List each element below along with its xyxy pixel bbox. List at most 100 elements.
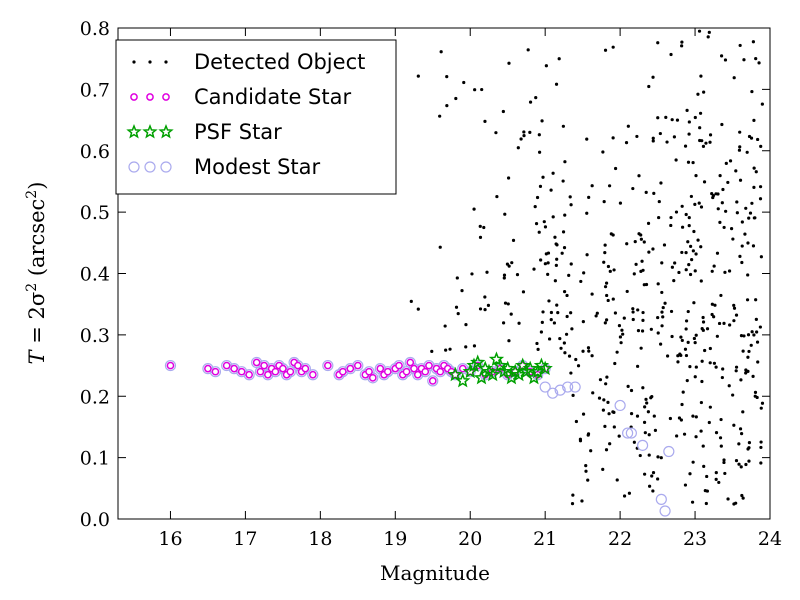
data-point (674, 210, 679, 214)
data-point (687, 132, 691, 136)
data-point (619, 341, 623, 345)
data-point (683, 347, 688, 351)
data-point (714, 477, 718, 481)
data-point (717, 480, 721, 485)
data-point (279, 364, 287, 373)
data-point (728, 323, 732, 327)
data-point (556, 311, 560, 315)
data-point (631, 307, 635, 311)
data-point (702, 180, 707, 184)
data-point (719, 444, 723, 448)
y-tick-label: 0.6 (80, 141, 110, 163)
data-point (546, 261, 550, 265)
x-axis-title: Magnitude (380, 561, 490, 585)
data-point (591, 391, 595, 395)
data-point (687, 224, 691, 228)
data-point (561, 179, 565, 183)
data-point (734, 365, 739, 369)
data-point (478, 307, 483, 311)
data-point (735, 211, 739, 215)
y-axis-title-mid: (arcsec (25, 199, 49, 283)
data-point (707, 30, 711, 34)
data-point (697, 29, 702, 33)
data-point (747, 441, 752, 445)
data-point (656, 331, 660, 335)
data-point (640, 259, 644, 263)
data-point (665, 354, 670, 358)
data-point (565, 293, 569, 298)
halo-point (404, 356, 416, 369)
data-point (650, 394, 654, 399)
x-tick-label: 22 (608, 528, 632, 550)
data-point (631, 317, 635, 322)
data-point (574, 419, 578, 424)
data-point (684, 327, 688, 331)
data-point (697, 201, 701, 205)
data-point (663, 301, 667, 305)
data-point (624, 141, 629, 145)
data-point (738, 145, 742, 149)
halo-point (202, 363, 214, 375)
data-point (693, 115, 697, 120)
data-point (569, 262, 573, 266)
data-point (685, 378, 689, 383)
data-point (679, 335, 683, 339)
data-point (745, 298, 750, 302)
data-point (740, 432, 744, 436)
data-point (728, 159, 733, 163)
data-point (644, 397, 648, 401)
data-point (506, 176, 511, 180)
data-point (642, 240, 646, 244)
data-point (729, 227, 734, 231)
data-point (682, 432, 687, 436)
data-point (601, 408, 605, 412)
data-point (726, 497, 730, 501)
legend-marker (126, 123, 142, 139)
data-point (323, 361, 332, 370)
data-point (460, 288, 464, 293)
data-point (636, 364, 640, 368)
y-tick-label: 0.7 (80, 79, 110, 101)
data-point (565, 314, 569, 319)
data-point (727, 384, 731, 388)
data-point (680, 44, 684, 48)
data-point (557, 57, 561, 61)
data-point (744, 368, 748, 372)
data-point (444, 348, 448, 352)
legend-item: Candidate Star (130, 85, 351, 109)
data-point (711, 195, 715, 200)
data-point (715, 334, 719, 338)
data-point (686, 240, 690, 244)
data-point (759, 440, 763, 444)
data-point (737, 148, 742, 152)
data-point (569, 381, 581, 393)
data-point (581, 349, 585, 353)
data-point (571, 393, 575, 398)
data-point (528, 100, 533, 104)
data-point (570, 327, 574, 331)
data-point (554, 384, 566, 396)
data-point (732, 502, 736, 506)
data-point (718, 436, 723, 440)
data-point (680, 204, 684, 208)
data-point (686, 160, 691, 164)
data-point (555, 257, 559, 261)
data-point (501, 109, 505, 114)
data-point (657, 199, 661, 204)
data-point (611, 410, 615, 414)
data-point (455, 276, 459, 280)
data-point (603, 285, 608, 289)
data-point (694, 365, 698, 369)
data-point (230, 364, 239, 373)
data-point (622, 427, 634, 439)
data-point (737, 442, 741, 446)
data-point (470, 354, 486, 370)
data-point (503, 301, 508, 305)
data-point (438, 245, 442, 249)
data-point (632, 440, 636, 444)
data-point (534, 96, 538, 100)
legend-label: Modest Star (194, 155, 320, 179)
data-point (739, 465, 743, 469)
data-point (669, 309, 674, 314)
data-point (561, 230, 566, 234)
